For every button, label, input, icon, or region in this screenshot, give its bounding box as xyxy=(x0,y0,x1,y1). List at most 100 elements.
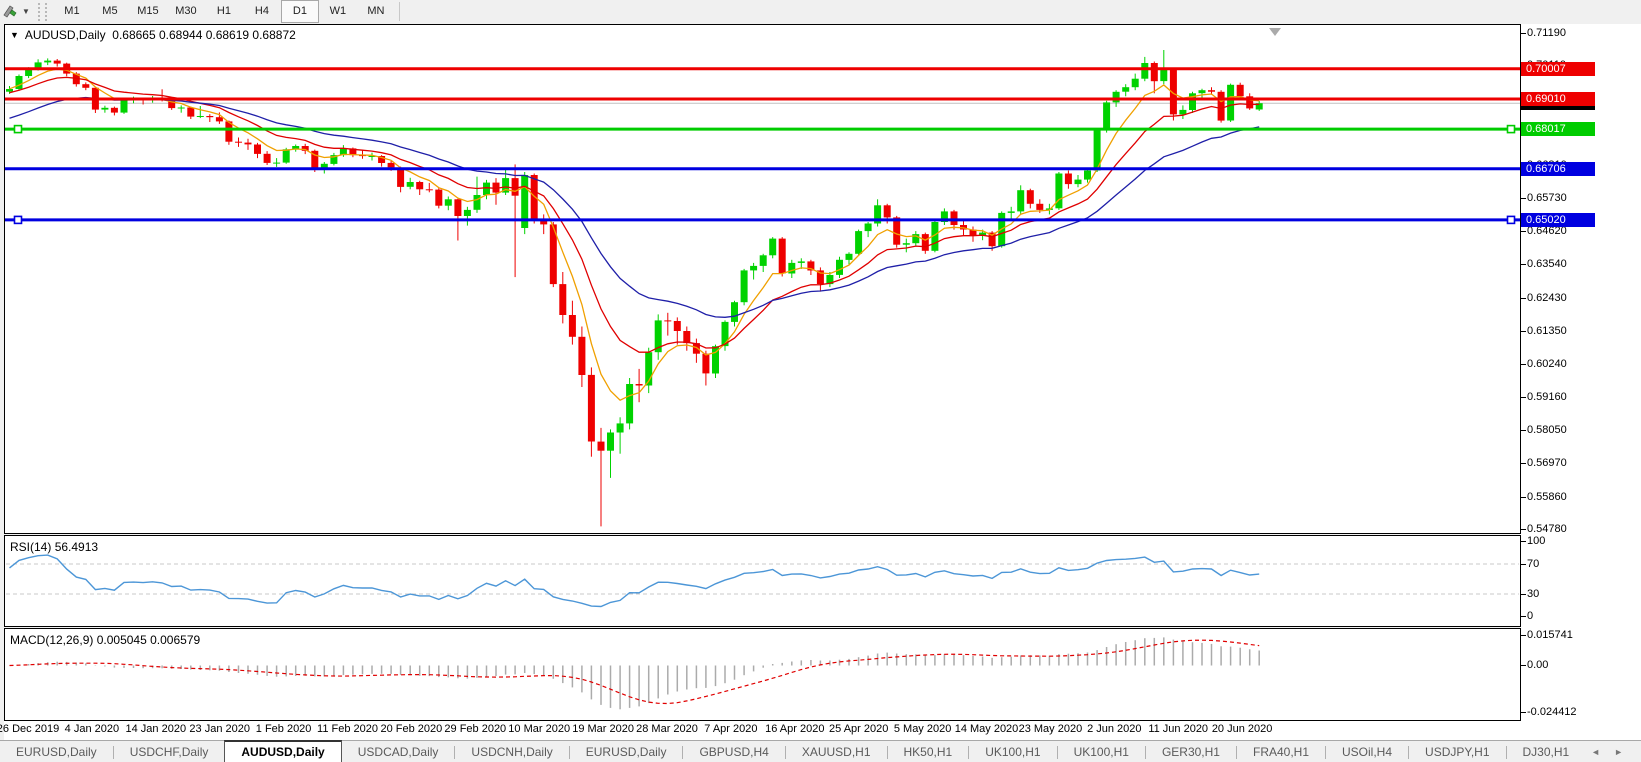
toolbar-separator xyxy=(398,2,400,21)
rsi-axis-tick-mark xyxy=(1521,616,1526,617)
timeframe-toolbar: ▼ M1 M5 M15 M30 H1 H4 D1 W1 MN xyxy=(0,0,1641,23)
tab-separator xyxy=(1505,745,1507,759)
timeframe-button-m15[interactable]: M15 xyxy=(137,5,159,17)
price-axis-tick: 0.62430 xyxy=(1527,291,1567,304)
chart-tab-usdcad-daily[interactable]: USDCAD,Daily xyxy=(357,745,439,759)
price-axis-tick: 0.63540 xyxy=(1527,258,1567,271)
time-axis-label: 29 Feb 2020 xyxy=(444,723,507,735)
dropdown-caret-icon[interactable]: ▼ xyxy=(22,7,30,16)
rsi-axis-tick: 70 xyxy=(1527,557,1540,570)
rsi-axis-tick-mark xyxy=(1521,541,1526,542)
tab-separator xyxy=(968,745,970,759)
scroll-left-icon[interactable]: ◄ xyxy=(1591,747,1601,757)
level-price-label[interactable]: 0.70007 xyxy=(1521,61,1595,76)
timeframe-button-m5[interactable]: M5 xyxy=(102,5,118,17)
macd-axis-tick: 0.00 xyxy=(1527,659,1549,671)
timeframe-buttons: M1 M5 M15 M30 H1 H4 D1 W1 MN xyxy=(53,0,395,23)
price-axis-tick: 0.59160 xyxy=(1527,390,1567,403)
level-price-label[interactable]: 0.66706 xyxy=(1521,161,1595,176)
chart-tab-dj30-h1[interactable]: DJ30,H1 xyxy=(1522,745,1570,759)
chart-tab-usoil-h4[interactable]: USOil,H4 xyxy=(1342,745,1393,759)
price-axis-tick-mark xyxy=(1521,430,1526,432)
chart-tools-icon[interactable] xyxy=(1,3,21,21)
tab-separator xyxy=(1408,745,1410,759)
price-axis-tick-mark xyxy=(1521,496,1526,498)
price-axis-tick-mark xyxy=(1521,364,1526,366)
price-chart-svg[interactable] xyxy=(4,24,1521,721)
time-axis-label: 16 Apr 2020 xyxy=(765,723,825,735)
chart-tab-fra40-h1[interactable]: FRA40,H1 xyxy=(1252,745,1310,759)
time-axis-label: 11 Feb 2020 xyxy=(317,723,378,735)
tab-scroll-arrows: ◄ ► xyxy=(1591,741,1641,762)
rsi-indicator-label: RSI(14) 56.4913 xyxy=(10,540,98,554)
tab-separator xyxy=(112,745,114,759)
time-axis-label: 20 Feb 2020 xyxy=(380,723,443,735)
tab-separator xyxy=(886,745,888,759)
timeframe-button-d1[interactable]: D1 xyxy=(280,0,319,23)
tab-separator xyxy=(1325,745,1327,759)
price-axis-tick: 0.56970 xyxy=(1527,457,1567,470)
chart-tabs: EURUSD,Daily USDCHF,Daily AUDUSD,Daily USDC… xyxy=(0,740,1585,762)
timeframe-button-mn[interactable]: MN xyxy=(367,5,385,17)
level-price-label[interactable]: 0.68017 xyxy=(1521,122,1595,137)
rsi-axis-tick: 0 xyxy=(1527,610,1534,622)
chart-tab-ger30-h1[interactable]: GER30,H1 xyxy=(1161,745,1220,759)
time-axis-label: 5 May 2020 xyxy=(893,723,952,735)
time-axis-label: 25 Apr 2020 xyxy=(829,723,889,735)
chart-tab-bar: EURUSD,Daily USDCHF,Daily AUDUSD,Daily USDC… xyxy=(0,740,1641,762)
chart-tab-xauusd-h1[interactable]: XAUUSD,H1 xyxy=(801,745,871,759)
price-axis-tick: 0.55860 xyxy=(1527,490,1567,503)
time-axis-label: 19 Mar 2020 xyxy=(572,723,634,735)
time-axis-label: 23 Jan 2020 xyxy=(189,723,250,735)
macd-axis-tick-mark xyxy=(1521,634,1526,636)
tab-separator xyxy=(682,745,684,759)
rsi-axis-tick-mark xyxy=(1521,593,1526,595)
chart-tab-usdjpy-h1[interactable]: USDJPY,H1 xyxy=(1425,745,1490,759)
chart-symbol-label: AUDUSD,Daily xyxy=(24,28,106,42)
macd-axis-tick: 0.015741 xyxy=(1527,628,1573,641)
chart-ohlc-values: 0.68665 0.68944 0.68619 0.68872 xyxy=(112,28,296,42)
chart-title: ▼ AUDUSD,Daily 0.68665 0.68944 0.68619 0.… xyxy=(10,28,296,42)
rsi-axis-tick: 100 xyxy=(1527,535,1546,547)
macd-axis-tick: -0.024412 xyxy=(1527,705,1577,718)
toolbar-grip[interactable] xyxy=(37,2,47,21)
tab-separator xyxy=(1235,745,1237,759)
price-axis-tick: 0.65730 xyxy=(1527,191,1567,204)
timeframe-button-h4[interactable]: H4 xyxy=(254,5,269,17)
timeframe-button-m30[interactable]: M30 xyxy=(175,5,197,17)
timeframe-button-m1[interactable]: M1 xyxy=(64,5,80,17)
chart-tab-uk100-h1[interactable]: UK100,H1 xyxy=(1073,745,1129,759)
time-axis-label: 28 Mar 2020 xyxy=(636,723,698,735)
price-axis-column xyxy=(1521,24,1641,740)
macd-signal-value: 0.006579 xyxy=(150,633,201,647)
time-axis xyxy=(4,721,1641,740)
chart-tab-usdcnh-daily[interactable]: USDCNH,Daily xyxy=(471,745,553,759)
chart-tab-eurusd-daily[interactable]: EURUSD,Daily xyxy=(585,745,667,759)
price-axis-tick-mark xyxy=(1521,463,1526,465)
rsi-name: RSI(14) xyxy=(10,540,52,554)
price-axis-tick-mark xyxy=(1521,231,1526,233)
macd-axis-tick-mark xyxy=(1521,711,1526,713)
timeframe-button-h1[interactable]: H1 xyxy=(216,5,231,17)
level-price-label[interactable]: 0.69010 xyxy=(1521,92,1595,107)
chart-tab-gbpusd-h4[interactable]: GBPUSD,H4 xyxy=(699,745,769,759)
tab-separator xyxy=(784,745,786,759)
chart-tab-uk100-h1[interactable]: UK100,H1 xyxy=(985,745,1041,759)
time-axis-label: 7 Apr 2020 xyxy=(704,723,758,735)
price-axis-tick: 0.60240 xyxy=(1527,358,1567,371)
chart-tab-audusd-daily[interactable]: AUDUSD,Daily xyxy=(224,740,342,762)
chart-tab-usdchf-daily[interactable]: USDCHF,Daily xyxy=(129,745,209,759)
tab-separator xyxy=(1056,745,1058,759)
collapse-triangle-icon[interactable]: ▼ xyxy=(10,30,19,40)
timeframe-button-w1[interactable]: W1 xyxy=(329,5,347,17)
level-price-label[interactable]: 0.65020 xyxy=(1521,212,1595,227)
macd-name: MACD(12,26,9) xyxy=(10,633,94,647)
rsi-axis-tick: 30 xyxy=(1527,587,1540,600)
chart-tab-hk50-h1[interactable]: HK50,H1 xyxy=(903,745,953,759)
macd-value: 0.005045 xyxy=(96,633,147,647)
scroll-right-icon[interactable]: ► xyxy=(1614,747,1623,757)
chart-tab-eurusd-daily[interactable]: EURUSD,Daily xyxy=(16,745,97,759)
price-axis-tick: 0.71190 xyxy=(1527,26,1566,39)
time-axis-label: 23 May 2020 xyxy=(1018,723,1083,735)
price-axis-tick-mark xyxy=(1521,529,1526,531)
